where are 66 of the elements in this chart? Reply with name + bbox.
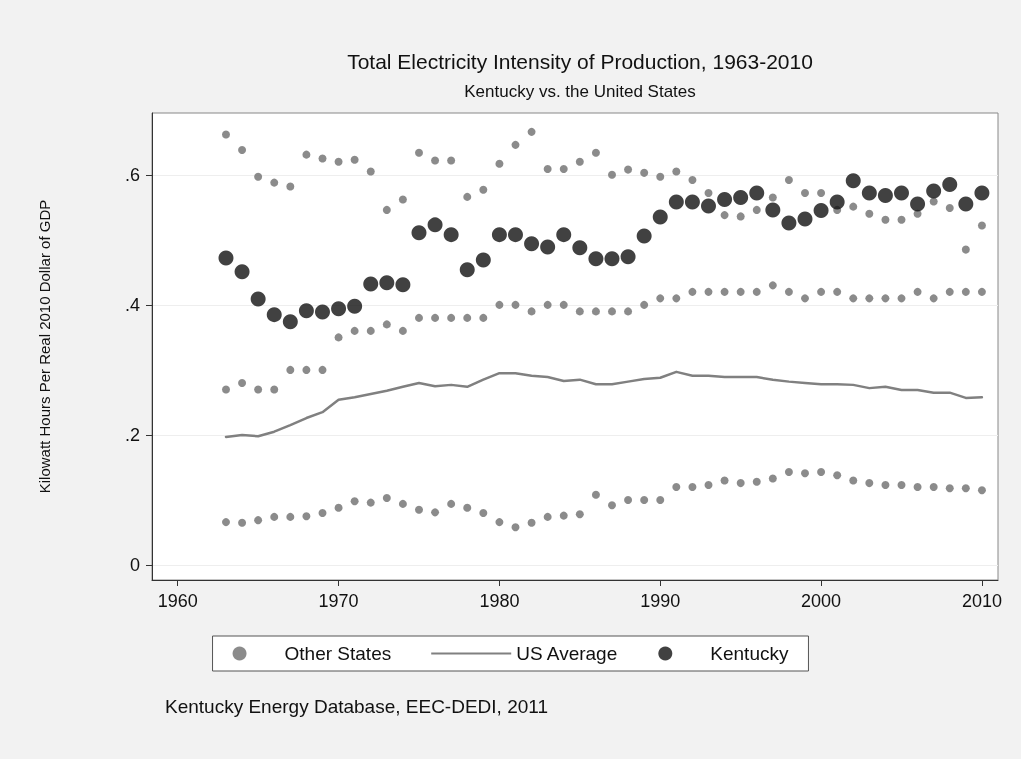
point (475, 252, 491, 268)
point (861, 185, 877, 201)
y-tick-label: 0 (129, 555, 140, 576)
chart-subtitle: Kentucky vs. the United States (464, 82, 696, 101)
point (926, 183, 942, 199)
x-tick-label: 1980 (479, 591, 520, 611)
text: Kentucky Energy Database, EEC-DEDI, 2011 (165, 696, 549, 717)
point (877, 188, 893, 204)
point (701, 198, 716, 214)
point (749, 185, 765, 201)
point (797, 211, 813, 227)
point (668, 194, 684, 210)
point (508, 227, 523, 243)
x-tick-label: 1970 (318, 591, 359, 611)
point (363, 276, 379, 292)
point (781, 215, 797, 231)
chart-title: Total Electricity Intensity of Production, 1963-2010 (347, 50, 813, 73)
y-axis-title: Kilowatt Hours Per Real 2010 Dollar of GDP (36, 199, 53, 494)
point (845, 173, 861, 189)
x-tick-label: 2010 (961, 591, 1002, 611)
point (604, 251, 620, 267)
point (652, 209, 668, 225)
legend-label: Kentucky (710, 643, 789, 664)
y-tick-label: .6 (124, 164, 140, 185)
point (588, 251, 604, 267)
point (540, 239, 556, 255)
point (572, 240, 588, 256)
point (266, 307, 282, 323)
point (733, 190, 749, 206)
point (282, 314, 298, 330)
point (250, 291, 266, 307)
point (347, 298, 363, 314)
point (894, 185, 909, 201)
point (491, 227, 507, 243)
point (315, 304, 330, 320)
point (524, 236, 540, 252)
point (459, 262, 475, 278)
point (636, 228, 652, 244)
y-tick-label: .4 (124, 294, 140, 315)
point (395, 277, 411, 293)
x-tick-label: 1990 (640, 591, 681, 611)
point (379, 275, 395, 291)
x-tick-label: 2000 (801, 591, 842, 611)
point (298, 303, 314, 319)
point (717, 192, 733, 207)
point (910, 196, 926, 212)
point (234, 264, 250, 280)
line-series (224, 370, 984, 439)
point (443, 227, 459, 243)
point (556, 227, 572, 243)
point (331, 301, 347, 317)
x-tick-label: 1960 (157, 591, 198, 611)
point (218, 250, 234, 266)
point (813, 203, 829, 219)
point (974, 185, 990, 201)
point (620, 249, 636, 265)
legend-label: Other States (284, 643, 392, 664)
point (942, 177, 958, 193)
legend-label: US Average (516, 643, 618, 664)
point (684, 194, 700, 210)
point (958, 196, 974, 212)
point (829, 194, 845, 210)
point (427, 217, 443, 233)
point (765, 202, 781, 218)
point (411, 225, 427, 241)
y-tick-label: .2 (124, 424, 140, 445)
